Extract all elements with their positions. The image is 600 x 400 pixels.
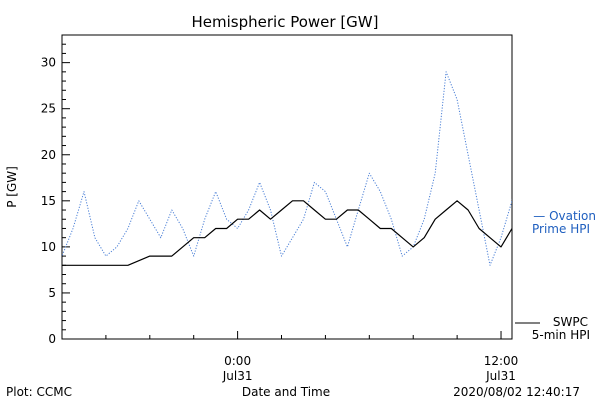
legend-ovation: — Ovation Prime HPI: [532, 209, 596, 236]
legend-ovation-line2: Prime HPI: [532, 222, 590, 236]
y-tick-label: 5: [48, 286, 56, 300]
legend-swpc-line2: 5-min HPI: [532, 328, 590, 342]
x-tick-date-label: Jul31: [485, 369, 516, 383]
series-ovation-line: [62, 71, 512, 266]
y-tick-label: 20: [41, 148, 56, 162]
x-tick-label: 0:00: [224, 354, 251, 368]
x-tick-label: 12:00: [484, 354, 519, 368]
y-tick-label: 10: [41, 240, 56, 254]
y-tick-label: 0: [48, 332, 56, 346]
legend-ovation-line1: — Ovation: [533, 209, 596, 223]
y-axis: 0 5 10 15 20 25 30: [41, 34, 70, 346]
y-tick-label: 25: [41, 102, 56, 116]
x-axis-label: Date and Time: [242, 385, 330, 399]
series-layer: [62, 71, 512, 266]
legend-swpc: SWPC 5-min HPI: [515, 315, 590, 342]
plot-frame: [61, 34, 513, 340]
footer-timestamp: 2020/08/02 12:40:17: [453, 385, 580, 399]
chart-title: Hemispheric Power [GW]: [192, 13, 379, 31]
footer-plot-credit: Plot: CCMC: [6, 385, 72, 399]
legend-swpc-line1: SWPC: [553, 315, 588, 329]
y-tick-label: 30: [41, 56, 56, 70]
y-axis-label: P [GW]: [5, 166, 19, 208]
x-tick-date-label: Jul31: [222, 369, 253, 383]
y-tick-label: 15: [41, 194, 56, 208]
series-swpc-line: [62, 200, 512, 266]
